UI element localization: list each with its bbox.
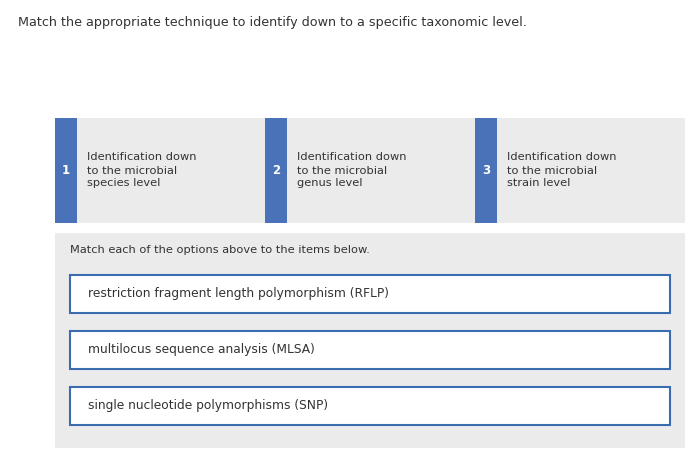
- Text: single nucleotide polymorphisms (SNP): single nucleotide polymorphisms (SNP): [88, 400, 328, 413]
- Text: 1: 1: [62, 164, 70, 177]
- FancyBboxPatch shape: [70, 387, 670, 425]
- Text: genus level: genus level: [297, 178, 363, 188]
- FancyBboxPatch shape: [265, 118, 287, 223]
- Text: Match the appropriate technique to identify down to a specific taxonomic level.: Match the appropriate technique to ident…: [18, 16, 527, 29]
- Text: Identification down: Identification down: [507, 153, 617, 163]
- Text: to the microbial: to the microbial: [507, 165, 597, 175]
- FancyBboxPatch shape: [55, 233, 685, 448]
- Text: 3: 3: [482, 164, 490, 177]
- FancyBboxPatch shape: [55, 118, 685, 223]
- Text: Identification down: Identification down: [297, 153, 407, 163]
- Text: multilocus sequence analysis (MLSA): multilocus sequence analysis (MLSA): [88, 343, 315, 357]
- FancyBboxPatch shape: [475, 118, 497, 223]
- Text: to the microbial: to the microbial: [297, 165, 387, 175]
- Text: restriction fragment length polymorphism (RFLP): restriction fragment length polymorphism…: [88, 288, 389, 300]
- Text: species level: species level: [87, 178, 160, 188]
- Text: strain level: strain level: [507, 178, 570, 188]
- Text: Match each of the options above to the items below.: Match each of the options above to the i…: [70, 245, 370, 255]
- FancyBboxPatch shape: [55, 118, 77, 223]
- FancyBboxPatch shape: [70, 275, 670, 313]
- Text: to the microbial: to the microbial: [87, 165, 177, 175]
- Text: 2: 2: [272, 164, 280, 177]
- FancyBboxPatch shape: [70, 331, 670, 369]
- Text: Identification down: Identification down: [87, 153, 197, 163]
